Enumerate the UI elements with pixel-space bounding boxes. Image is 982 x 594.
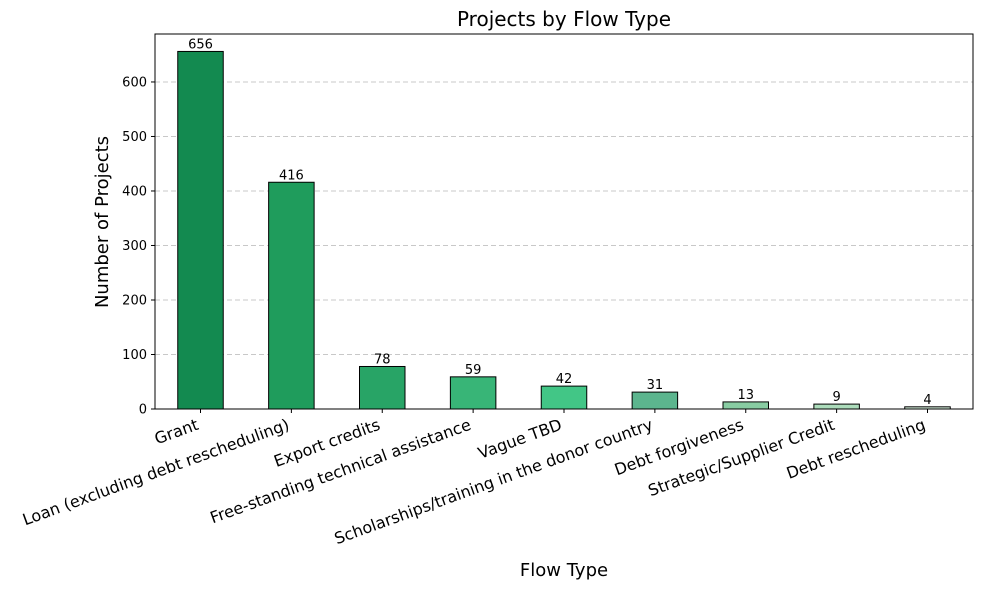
data-label: 31 <box>647 378 664 393</box>
y-tick-label: 0 <box>139 403 147 418</box>
y-axis-ticks: 0 100 200 300 400 500 600 <box>122 75 155 418</box>
x-axis-label: Flow Type <box>520 560 608 581</box>
bar <box>359 365 406 410</box>
y-tick-label: 600 <box>122 75 147 90</box>
bar <box>268 181 315 410</box>
data-label: 4 <box>923 393 931 408</box>
data-label: 78 <box>374 352 391 367</box>
data-label: 13 <box>737 388 754 403</box>
data-label: 42 <box>556 372 573 387</box>
bars <box>177 50 951 410</box>
bar <box>722 401 769 410</box>
bar <box>631 391 679 410</box>
y-tick-label: 200 <box>122 293 147 308</box>
y-tick-label: 300 <box>122 239 147 254</box>
data-label: 59 <box>465 363 482 378</box>
x-tick-label: Scholarships/training in the donor count… <box>332 415 655 548</box>
y-axis-label: Number of Projects <box>92 136 113 308</box>
data-label: 9 <box>832 390 840 405</box>
data-label: 416 <box>279 168 304 183</box>
bar <box>449 376 497 410</box>
y-tick-label: 400 <box>122 184 147 199</box>
data-labels: 656 416 78 59 42 31 13 9 4 <box>188 37 932 407</box>
data-label: 656 <box>188 37 213 52</box>
x-tick-label: Grant <box>152 415 201 448</box>
y-tick-label: 100 <box>122 348 147 363</box>
bar <box>177 50 224 410</box>
chart-title: Projects by Flow Type <box>457 7 671 31</box>
y-tick-label: 500 <box>122 130 147 145</box>
bar <box>540 385 588 410</box>
